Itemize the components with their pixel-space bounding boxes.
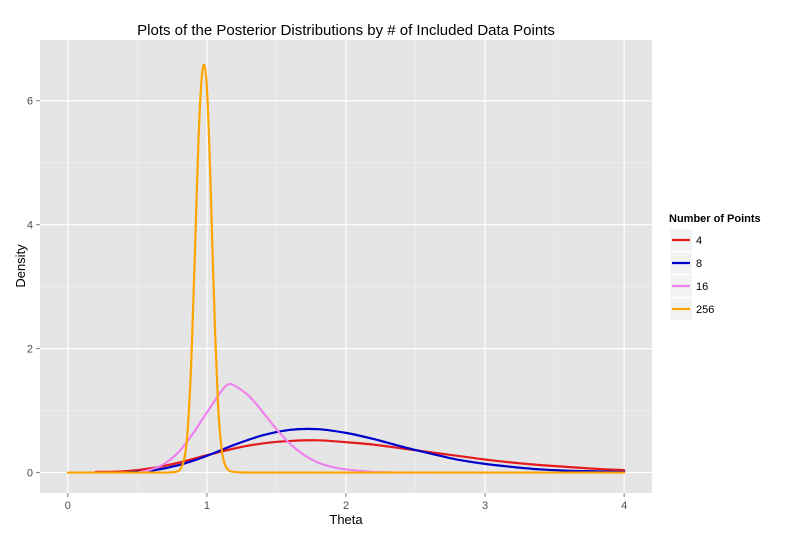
- grid-layer: [40, 40, 652, 493]
- y-tick-label: 4: [27, 220, 33, 232]
- x-tick-label: 3: [482, 500, 488, 512]
- x-tick-label: 1: [204, 500, 210, 512]
- series-line-4: [94, 439, 626, 474]
- series-line-8: [122, 427, 626, 474]
- legend-label-256: 256: [696, 304, 714, 316]
- x-tick-label: 0: [65, 500, 71, 512]
- series-layer: [66, 63, 626, 474]
- y-tick-label: 6: [27, 96, 33, 108]
- legend: Number of Points 4 8 16 256: [669, 213, 761, 321]
- legend-title: Number of Points: [669, 213, 761, 225]
- x-tick-label: 2: [343, 500, 349, 512]
- y-tick-label: 0: [27, 468, 33, 480]
- axis-layer: 0 1 2 3 4 0 2 4 6: [27, 96, 627, 512]
- legend-label-4: 4: [696, 235, 702, 247]
- legend-label-16: 16: [696, 281, 708, 293]
- series-line-256: [66, 63, 626, 474]
- x-tick-label: 4: [621, 500, 627, 512]
- x-axis-title: Theta: [329, 512, 363, 527]
- legend-label-8: 8: [696, 258, 702, 270]
- series-line-16: [136, 382, 431, 474]
- y-tick-label: 2: [27, 344, 33, 356]
- chart-title: Plots of the Posterior Distributions by …: [137, 22, 555, 39]
- y-axis-title: Density: [13, 244, 28, 288]
